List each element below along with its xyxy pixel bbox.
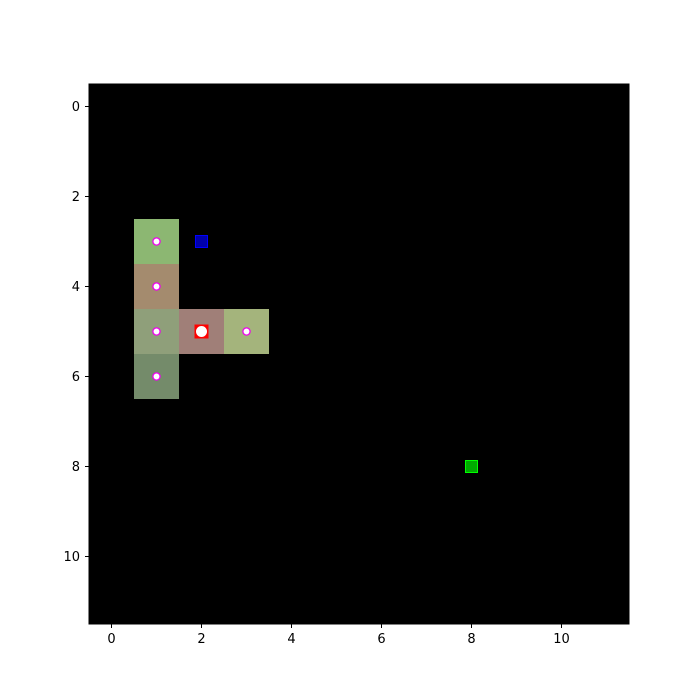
x-tick-label: 6 xyxy=(377,632,385,647)
x-tick-label: 4 xyxy=(287,632,295,647)
x-tick-label: 10 xyxy=(553,632,570,647)
x-tick-label: 8 xyxy=(467,632,475,647)
ring-marker xyxy=(242,327,251,336)
markers-layer xyxy=(152,235,478,473)
ring-marker xyxy=(152,327,161,336)
green-square-marker xyxy=(465,460,478,473)
axes-layer: 0 2 4 6 8 10 0 2 4 6 8 10 xyxy=(63,100,569,647)
plot-frame xyxy=(88,83,630,625)
x-tick-label: 2 xyxy=(197,632,205,647)
y-tick-label: 8 xyxy=(72,460,80,475)
y-tick-label: 4 xyxy=(72,280,80,295)
y-tick-label: 10 xyxy=(63,550,80,565)
x-tick-label: 0 xyxy=(107,632,115,647)
ring-marker xyxy=(152,372,161,381)
head-circle-marker xyxy=(196,326,207,337)
y-tick-label: 2 xyxy=(72,190,80,205)
blue-square-marker xyxy=(195,235,208,248)
y-tick-label: 6 xyxy=(72,370,80,385)
ring-marker xyxy=(152,237,161,246)
y-tick-label: 0 xyxy=(72,100,80,115)
ring-marker xyxy=(152,282,161,291)
